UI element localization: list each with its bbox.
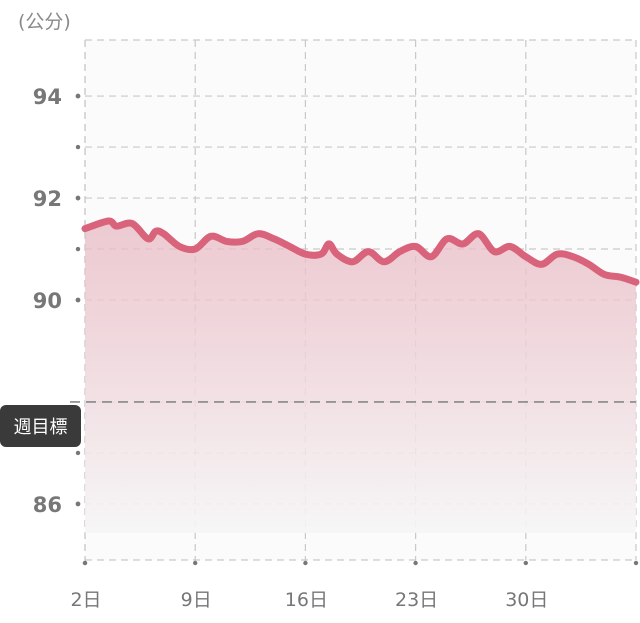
series-area-fill (85, 220, 636, 533)
x-tick-mark (413, 560, 418, 566)
y-minor-tick-mark (75, 450, 81, 456)
y-tick-label: 90 (33, 289, 62, 313)
weekly-goal-badge: 週目標 (0, 405, 81, 447)
y-tick-mark (75, 501, 81, 507)
y-tick-mark (75, 297, 81, 303)
x-tick-mark (523, 560, 528, 566)
x-tick-label: 23日 (395, 589, 438, 611)
y-minor-tick-mark (75, 144, 81, 150)
y-tick-label: 94 (33, 85, 62, 109)
x-tick-label: 16日 (285, 589, 328, 611)
y-tick-mark (75, 195, 81, 201)
y-axis-unit-label: (公分) (18, 11, 71, 33)
goal-badge-background (0, 405, 81, 447)
x-tick-mark (193, 560, 198, 566)
x-tick-mark (303, 560, 308, 566)
x-tick-label: 30日 (505, 589, 548, 611)
y-tick-mark (75, 93, 81, 99)
x-tick-mark (82, 560, 88, 566)
y-tick-label: 92 (33, 187, 62, 211)
goal-badge-label: 週目標 (14, 417, 68, 438)
x-tick-mark (633, 560, 639, 566)
y-tick-label: 86 (33, 493, 62, 517)
axes: 94 92 90 86 2日 9日 16日 23日 30日 (33, 85, 639, 611)
x-tick-label: 2日 (70, 589, 101, 611)
x-tick-label: 9日 (181, 589, 212, 611)
series-line (81, 217, 640, 286)
y-minor-tick-mark (75, 246, 81, 252)
